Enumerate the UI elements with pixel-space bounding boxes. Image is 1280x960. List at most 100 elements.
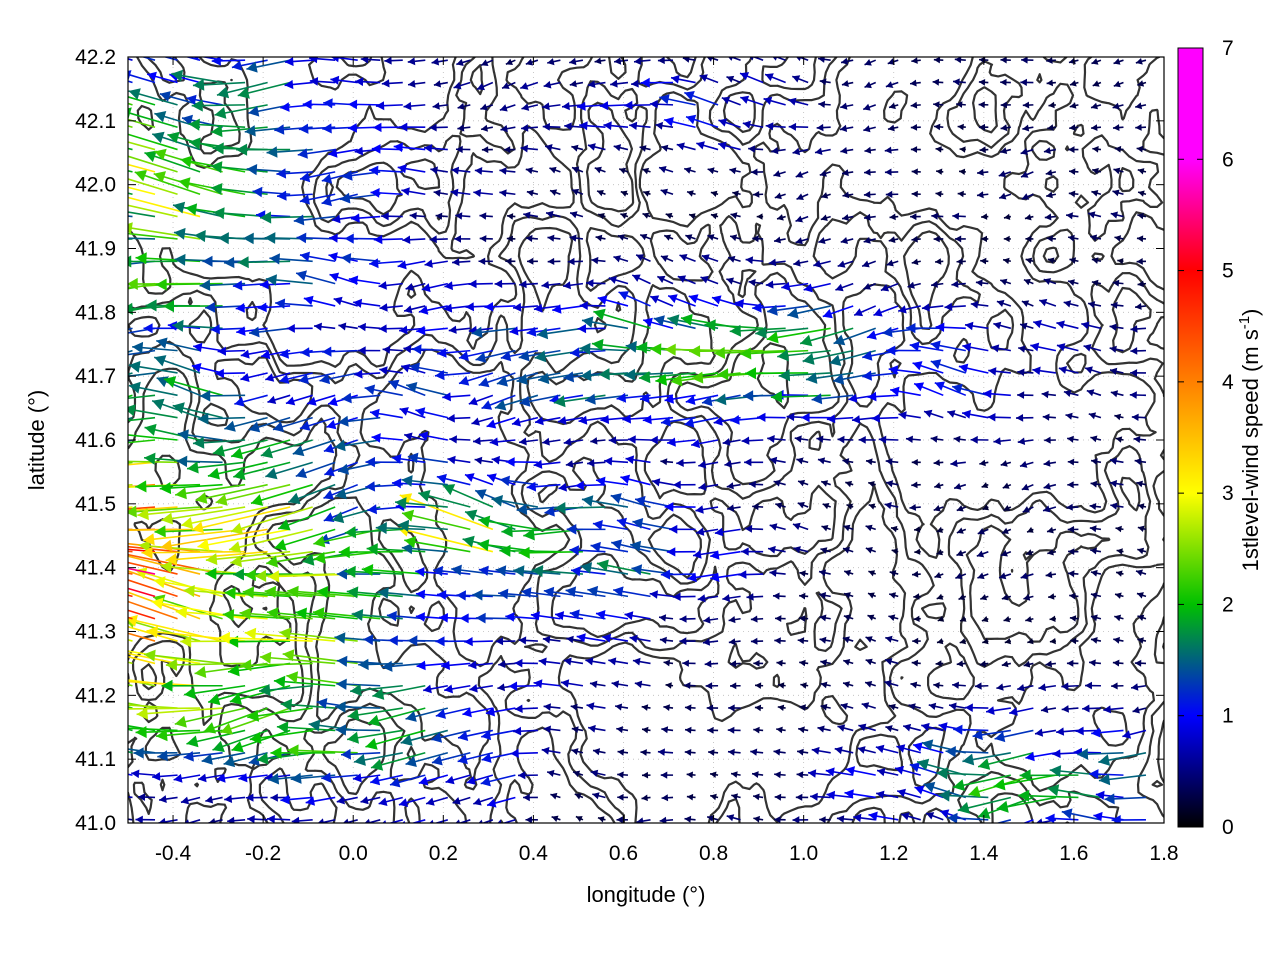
wind-vector bbox=[545, 210, 561, 219]
wind-vector bbox=[1056, 343, 1079, 352]
wind-vector bbox=[1087, 301, 1102, 309]
wind-vector bbox=[231, 59, 268, 71]
wind-vector bbox=[337, 415, 381, 427]
wind-vector bbox=[1058, 366, 1079, 374]
wind-vector bbox=[192, 436, 246, 449]
wind-vector bbox=[224, 794, 246, 803]
wind-vector bbox=[947, 410, 967, 419]
wind-vector bbox=[1085, 681, 1101, 690]
wind-vector bbox=[1135, 569, 1147, 577]
wind-vector bbox=[744, 367, 809, 380]
wind-vector bbox=[640, 77, 674, 88]
wind-vector bbox=[563, 657, 584, 666]
wind-vector bbox=[863, 282, 877, 290]
wind-vector bbox=[769, 523, 786, 531]
wind-vector bbox=[547, 58, 561, 66]
wind-vector bbox=[499, 189, 516, 197]
wind-vector bbox=[1046, 235, 1056, 242]
wind-vector bbox=[295, 607, 358, 620]
wind-vector bbox=[954, 57, 966, 64]
wind-vector bbox=[1045, 169, 1057, 177]
wind-vector bbox=[292, 439, 336, 457]
wind-vector bbox=[579, 121, 606, 131]
wind-vector bbox=[230, 439, 291, 460]
wind-vector bbox=[1043, 482, 1057, 490]
wind-vector bbox=[234, 394, 268, 407]
wind-vector bbox=[424, 259, 448, 268]
wind-vector bbox=[1112, 659, 1124, 667]
wind-vector bbox=[1038, 683, 1057, 692]
wind-vector bbox=[987, 413, 1011, 422]
wind-vector bbox=[577, 324, 606, 334]
wind-vector bbox=[228, 528, 313, 553]
wind-vector bbox=[911, 168, 921, 176]
wind-vector bbox=[597, 213, 606, 220]
wind-vector bbox=[1130, 325, 1147, 333]
wind-vector bbox=[466, 774, 494, 785]
wind-vector bbox=[381, 660, 426, 672]
wind-vector bbox=[212, 439, 268, 457]
wind-vector bbox=[371, 433, 403, 443]
wind-vector bbox=[729, 167, 741, 175]
wind-vector bbox=[627, 435, 651, 444]
wind-vector bbox=[542, 635, 561, 644]
wind-vector bbox=[935, 190, 944, 198]
wind-vector bbox=[1134, 659, 1147, 667]
wind-vector bbox=[732, 190, 741, 197]
wind-vector bbox=[581, 495, 629, 508]
x-tick-label: 1.6 bbox=[1059, 842, 1088, 865]
wind-vector bbox=[542, 122, 561, 131]
wind-vector bbox=[684, 815, 696, 823]
wind-vector bbox=[1001, 527, 1012, 534]
wind-vector bbox=[293, 214, 336, 226]
wind-vector bbox=[1067, 435, 1079, 443]
wind-vector bbox=[224, 587, 291, 600]
wind-vector bbox=[525, 234, 538, 242]
wind-vector bbox=[431, 57, 448, 66]
wind-vector bbox=[911, 481, 921, 489]
wind-vector bbox=[423, 144, 448, 153]
y-tick-label: 41.6 bbox=[75, 429, 116, 452]
wind-vector bbox=[669, 524, 696, 534]
wind-vector bbox=[128, 728, 133, 732]
wind-vector bbox=[921, 722, 944, 732]
wind-vector bbox=[216, 81, 268, 99]
wind-vector bbox=[360, 57, 381, 64]
wind-vector bbox=[914, 548, 921, 555]
wind-vector bbox=[457, 102, 471, 110]
wind-vector bbox=[679, 254, 696, 263]
wind-vector bbox=[155, 278, 223, 291]
wind-vector bbox=[886, 259, 899, 267]
wind-vector bbox=[416, 325, 448, 336]
wind-vector bbox=[774, 192, 786, 200]
wind-vector bbox=[543, 586, 584, 598]
wind-vector bbox=[369, 258, 403, 269]
wind-vector bbox=[370, 188, 403, 198]
wind-vector bbox=[391, 454, 426, 464]
wind-vector bbox=[491, 495, 539, 508]
wind-vector bbox=[530, 611, 561, 621]
wind-vector bbox=[160, 528, 268, 552]
wind-vector bbox=[128, 163, 156, 173]
wind-vector bbox=[962, 751, 1011, 766]
wind-vector bbox=[341, 392, 381, 404]
wind-vector bbox=[1110, 211, 1124, 219]
wind-vector bbox=[819, 816, 831, 823]
wind-vector bbox=[1114, 413, 1124, 421]
wind-vector bbox=[348, 275, 381, 286]
wind-vector bbox=[935, 322, 966, 332]
wind-vector bbox=[839, 124, 854, 132]
wind-vector bbox=[868, 570, 877, 577]
wind-vector bbox=[650, 435, 674, 445]
wind-vector bbox=[370, 774, 403, 786]
wind-vector bbox=[958, 363, 989, 374]
wind-vector bbox=[191, 99, 246, 112]
wind-vector bbox=[1000, 460, 1012, 467]
wind-vector bbox=[590, 541, 629, 553]
wind-vector bbox=[748, 278, 764, 287]
wind-vector bbox=[885, 480, 899, 488]
wind-vector bbox=[473, 796, 494, 806]
wind-vector bbox=[707, 234, 719, 241]
wind-vector bbox=[600, 414, 629, 424]
wind-vector bbox=[1048, 101, 1056, 109]
